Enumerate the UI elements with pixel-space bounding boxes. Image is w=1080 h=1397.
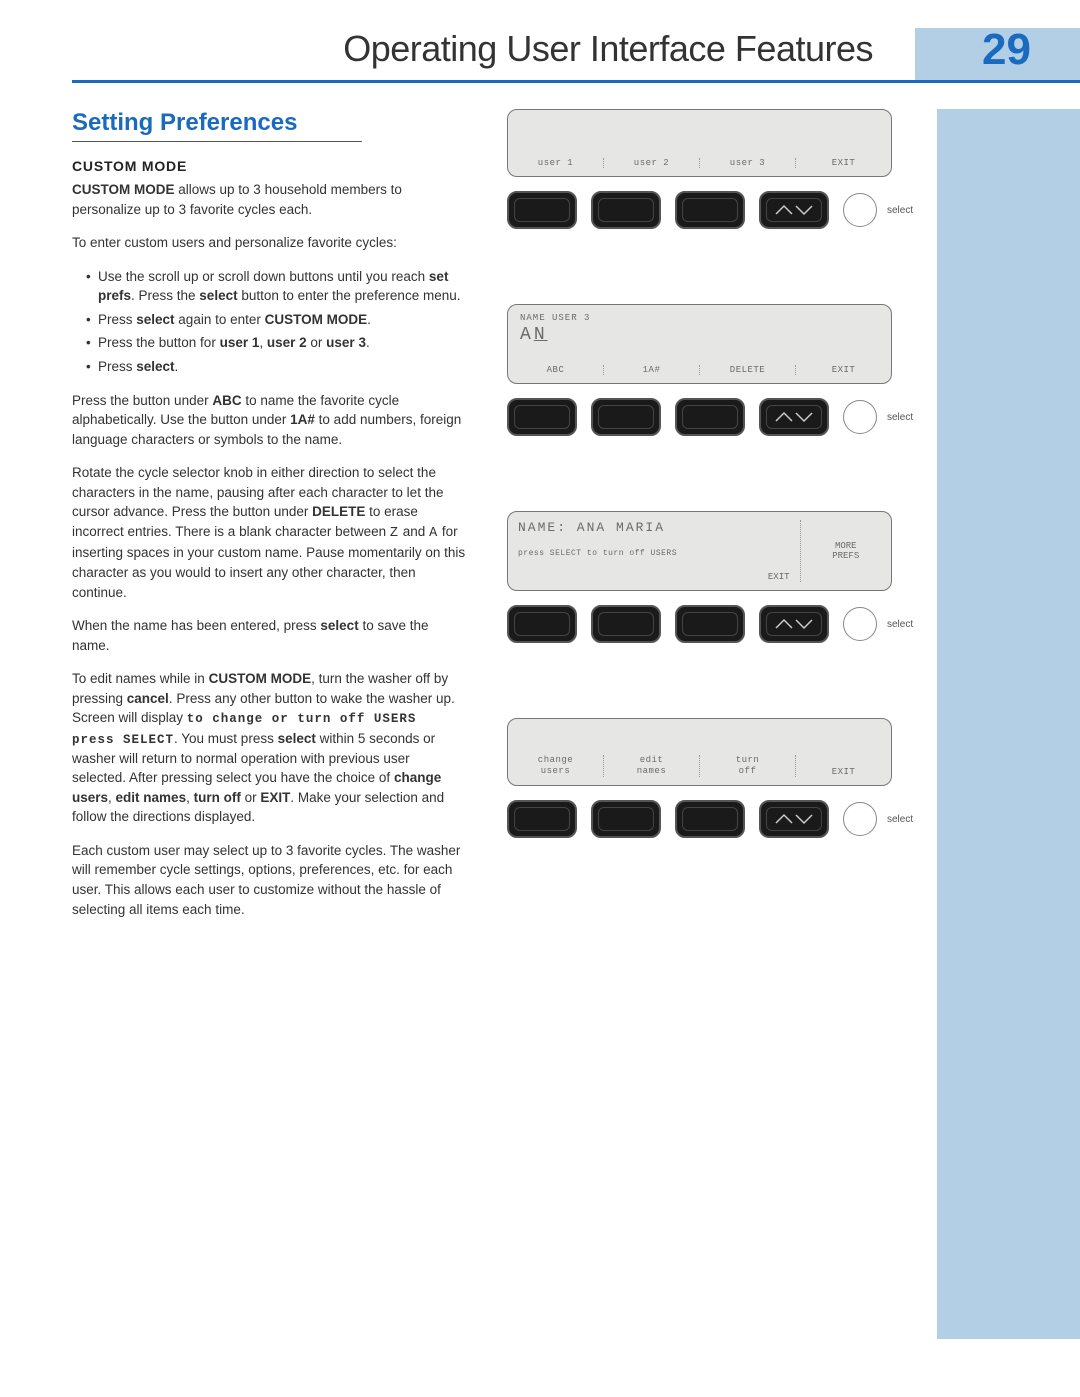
list-item: Press select. <box>86 357 467 377</box>
scroll-button[interactable] <box>759 605 829 643</box>
button-row: select <box>507 398 937 436</box>
hardware-button[interactable] <box>675 191 745 229</box>
subheading: CUSTOM MODE <box>72 158 467 174</box>
screen-group-1: user 1 user 2 user 3 EXIT <box>507 109 937 229</box>
button-row: select <box>507 605 937 643</box>
lcd-cell: PREFS <box>801 551 892 561</box>
hardware-button[interactable] <box>591 398 661 436</box>
lcd-cell: EXIT <box>796 365 891 375</box>
select-label: select <box>887 619 913 630</box>
paragraph-7: Each custom user may select up to 3 favo… <box>72 841 467 919</box>
hardware-button[interactable] <box>507 800 577 838</box>
button-row: select <box>507 191 937 229</box>
section-title: Setting Preferences <box>72 109 362 142</box>
select-label: select <box>887 205 913 216</box>
hardware-button[interactable] <box>675 800 745 838</box>
lcd-name-entry: AN <box>520 325 879 345</box>
illustration-column: user 1 user 2 user 3 EXIT <box>507 109 937 933</box>
hardware-button[interactable] <box>507 191 577 229</box>
lcd-cell: DELETE <box>700 365 796 375</box>
select-label: select <box>887 814 913 825</box>
select-button[interactable] <box>843 400 877 434</box>
lcd-cell: EXIT <box>796 158 891 168</box>
lcd-screen: NAME USER 3 AN ABC 1A# DELETE EXIT <box>507 304 892 384</box>
side-strip <box>937 109 1080 1339</box>
scroll-button[interactable] <box>759 398 829 436</box>
paragraph-5: When the name has been entered, press se… <box>72 616 467 655</box>
paragraph-2: To enter custom users and personalize fa… <box>72 233 467 253</box>
lcd-cell: user 1 <box>508 158 604 168</box>
lcd-cell: MORE <box>801 541 892 551</box>
paragraph-1: CUSTOM MODE allows up to 3 household mem… <box>72 180 467 219</box>
select-button[interactable] <box>843 607 877 641</box>
lcd-exit-label: EXIT <box>518 572 790 582</box>
hardware-button[interactable] <box>675 605 745 643</box>
hardware-button[interactable] <box>507 605 577 643</box>
scroll-button[interactable] <box>759 191 829 229</box>
paragraph-3: Press the button under ABC to name the f… <box>72 391 467 450</box>
list-item: Press select again to enter CUSTOM MODE. <box>86 310 467 330</box>
lcd-top-label: NAME USER 3 <box>520 313 879 323</box>
lcd-sub-text: press SELECT to turn off USERS <box>518 549 790 558</box>
lcd-cell: ABC <box>508 365 604 375</box>
lcd-cell: turnoff <box>700 755 796 778</box>
lcd-screen: changeusers editnames turnoff EXIT <box>507 718 892 786</box>
paragraph-6: To edit names while in CUSTOM MODE, turn… <box>72 669 467 827</box>
lcd-screen: NAME: ANA MARIA press SELECT to turn off… <box>507 511 892 591</box>
lcd-screen: user 1 user 2 user 3 EXIT <box>507 109 892 177</box>
list-item: Press the button for user 1, user 2 or u… <box>86 333 467 353</box>
hardware-button[interactable] <box>675 398 745 436</box>
select-button[interactable] <box>843 802 877 836</box>
lcd-cell: user 3 <box>700 158 796 168</box>
screen-group-3: NAME: ANA MARIA press SELECT to turn off… <box>507 511 937 643</box>
hardware-button[interactable] <box>591 800 661 838</box>
select-label: select <box>887 412 913 423</box>
text-column: Setting Preferences CUSTOM MODE CUSTOM M… <box>72 109 467 933</box>
lcd-cell: changeusers <box>508 755 604 778</box>
page-number: 29 <box>964 25 1031 74</box>
button-row: select <box>507 800 937 838</box>
lcd-cell: user 2 <box>604 158 700 168</box>
screen-group-4: changeusers editnames turnoff EXIT <box>507 718 937 838</box>
lcd-cell: EXIT <box>796 767 891 777</box>
bullet-list: Use the scroll up or scroll down buttons… <box>72 267 467 377</box>
list-item: Use the scroll up or scroll down buttons… <box>86 267 467 306</box>
hardware-button[interactable] <box>507 398 577 436</box>
lcd-name-display: NAME: ANA MARIA <box>518 520 790 535</box>
lcd-cell: 1A# <box>604 365 700 375</box>
lcd-cell: editnames <box>604 755 700 778</box>
select-button[interactable] <box>843 193 877 227</box>
hardware-button[interactable] <box>591 191 661 229</box>
page-header: Operating User Interface Features 29 <box>72 28 1080 83</box>
scroll-button[interactable] <box>759 800 829 838</box>
paragraph-4: Rotate the cycle selector knob in either… <box>72 463 467 602</box>
page-title: Operating User Interface Features <box>343 28 893 69</box>
hardware-button[interactable] <box>591 605 661 643</box>
screen-group-2: NAME USER 3 AN ABC 1A# DELETE EXIT <box>507 304 937 436</box>
